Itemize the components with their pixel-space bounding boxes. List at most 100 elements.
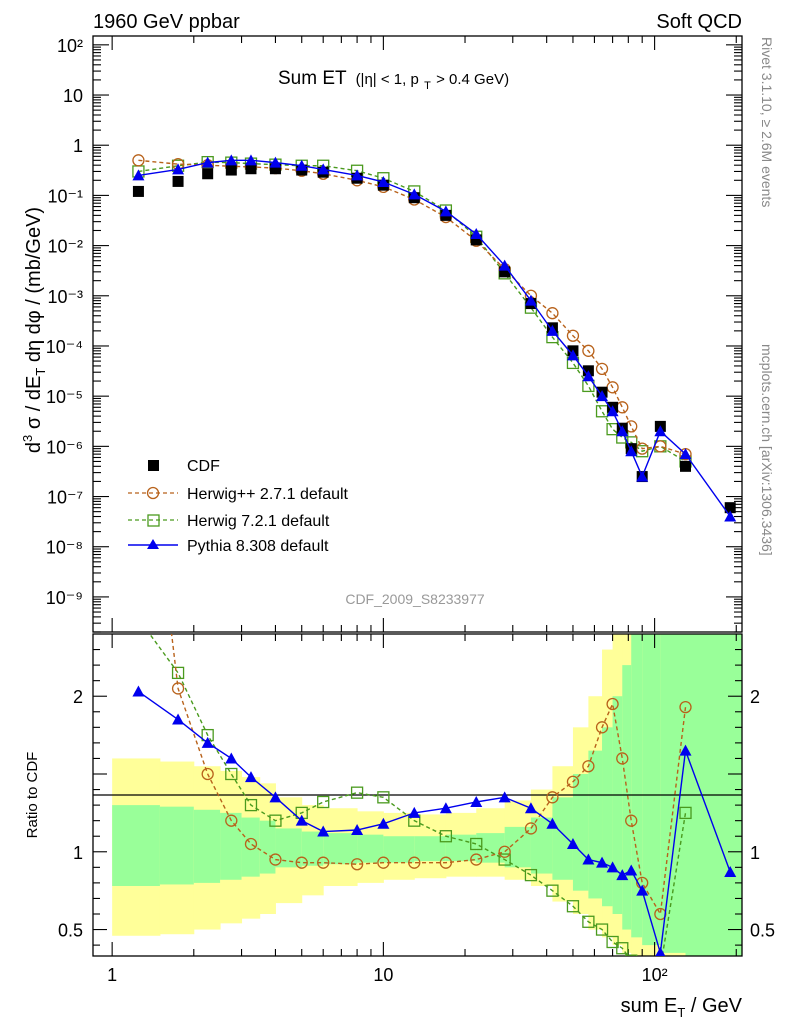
main-point-pythia-8-308-default — [225, 154, 238, 166]
main-point-cdf — [680, 460, 692, 472]
band-green-bin — [631, 634, 643, 938]
y-tick-label-main: 10⁻³ — [47, 287, 83, 307]
main-point-cdf — [245, 163, 257, 175]
band-green-bin — [530, 817, 553, 874]
ratio-point-herwig-2-7-1-default — [625, 814, 638, 827]
x-axis-label: sum ET / GeV — [621, 995, 743, 1020]
ratio-point-pythia-8-308-default — [498, 791, 511, 803]
main-point-pythia-8-308-default — [546, 324, 559, 336]
y-tick-label-main: 10⁻⁴ — [46, 337, 83, 357]
main-point-pythia-8-308-default — [351, 169, 364, 181]
legend-entry-herwig7: Herwig 7.2.1 default — [128, 513, 330, 530]
main-point-cdf — [269, 163, 281, 175]
y-tick-label-main: 10⁻⁶ — [46, 437, 83, 457]
legend-label-pythia: Pythia 8.308 default — [187, 538, 329, 555]
ratio-point-herwig-2-7-1-default — [201, 767, 214, 781]
band-green-bin — [414, 836, 447, 862]
process-label: Soft QCD — [656, 11, 742, 33]
y-axis-label-ratio: Ratio to CDF — [24, 752, 41, 839]
ratio-point-pythia-8-308-default — [724, 866, 737, 877]
main-point-cdf — [724, 502, 736, 514]
main-point-pythia-8-308-default — [679, 448, 692, 460]
band-green-bin — [275, 828, 303, 868]
band-green-bin — [504, 826, 532, 868]
band-green-bin — [602, 727, 614, 907]
ratio-point-pythia-8-308-default — [244, 771, 257, 783]
legend-entry-pythia: Pythia 8.308 default — [128, 538, 329, 555]
ratio-point-herwig-2-7-1-default — [679, 700, 692, 714]
main-point-herwig-2-7-1-default — [566, 329, 580, 342]
plot-title-sub-T: T — [424, 80, 431, 92]
x-tick-label: 10 — [373, 965, 393, 985]
ratio-point-herwig-7-2-1-default — [582, 915, 595, 928]
ratio-point-herwig-7-2-1-default — [498, 853, 511, 866]
ratio-point-pythia-8-308-default — [655, 946, 666, 956]
main-point-herwig-2-7-1-default — [595, 362, 609, 376]
main-point-pythia-8-308-default — [439, 205, 452, 217]
main-point-pythia-8-308-default — [724, 510, 737, 522]
ratio-point-pythia-8-308-default — [377, 817, 390, 829]
ratio-point-herwig-7-2-1-default — [524, 868, 538, 882]
y-tick-label-main: 10⁻² — [47, 237, 83, 257]
main-line-pythia-8-308-default — [138, 159, 731, 517]
main-point-herwig-2-7-1-default — [616, 401, 629, 414]
axis-ticks — [93, 36, 742, 956]
main-point-pythia-8-308-default — [566, 349, 579, 361]
legend-entry-herwig-pp: Herwig++ 2.7.1 default — [128, 486, 349, 503]
main-point-cdf — [172, 175, 184, 187]
energy-label: 1960 GeV ppbar — [93, 11, 240, 33]
main-series-cdf — [132, 163, 736, 514]
y-tick-label-ratio-left: 2 — [73, 687, 83, 707]
main-point-pythia-8-308-default — [132, 169, 145, 181]
main-point-pythia-8-308-default — [295, 159, 308, 171]
ratio-point-herwig-2-7-1-default — [595, 721, 609, 734]
ratio-point-herwig-2-7-1-default — [546, 791, 559, 804]
main-point-pythia-8-308-default — [172, 163, 185, 175]
axis-tick-labels: 1 10 10² 10² 10 1 10⁻¹ 10⁻² 10⁻³ 10⁻⁴ 10⁻⁵ 10⁻⁶ 10⁻⁷… — [46, 36, 775, 985]
legend: CDF Herwig++ 2.7.1 default Herwig 7.2.1 … — [128, 458, 349, 555]
ratio-point-herwig-7-2-1-default — [595, 923, 609, 936]
ratio-point-pythia-8-308-default — [295, 814, 308, 826]
y-tick-label-main: 10⁻⁹ — [46, 588, 83, 608]
y-tick-label-ratio-left: 0.5 — [58, 921, 83, 941]
ratio-line-herwig-7-2-1-default — [148, 634, 687, 956]
ratio-point-herwig-2-7-1-default — [439, 856, 453, 869]
ratio-point-pythia-8-308-default — [269, 791, 282, 803]
main-point-pythia-8-308-default — [470, 228, 483, 240]
band-green-bin — [112, 805, 161, 886]
band-green-bin — [642, 634, 661, 946]
main-point-cdf — [132, 185, 144, 197]
band-green-bin — [193, 809, 221, 883]
band-green-bin — [241, 817, 261, 877]
ratio-point-herwig-2-7-1-default — [269, 853, 282, 866]
ratio-point-herwig-2-7-1-default — [171, 682, 185, 695]
ratio-point-herwig-2-7-1-default — [606, 697, 619, 711]
ratio-point-pythia-8-308-default — [616, 869, 629, 881]
ratio-point-pythia-8-308-default — [524, 802, 537, 814]
ratio-point-herwig-7-2-1-default — [133, 613, 144, 624]
main-plot-series — [132, 154, 737, 522]
ratio-point-herwig-7-2-1-default — [546, 884, 559, 897]
legend-label-herwig-pp: Herwig++ 2.7.1 default — [187, 486, 349, 503]
ratio-point-herwig-2-7-1-default — [377, 856, 390, 869]
y-tick-label-main: 10⁻⁸ — [46, 538, 83, 558]
main-point-pythia-8-308-default — [377, 175, 390, 187]
ratio-point-pythia-8-308-default — [408, 806, 421, 818]
ratio-series-herwig-2-7-1-default — [170, 634, 692, 921]
x-tick-label: 10² — [642, 965, 668, 985]
ratio-point-pythia-8-308-default — [625, 864, 638, 876]
ratio-point-herwig-2-7-1-default — [470, 853, 483, 866]
y-axis-label-main: d3 σ / dET dη dφ / (mb/GeV) — [20, 207, 48, 453]
ratio-point-herwig-7-2-1-default — [171, 666, 185, 680]
y-tick-label-main: 10² — [57, 36, 83, 56]
ratio-point-pythia-8-308-default — [582, 853, 595, 865]
main-series-pythia-8-308-default — [132, 154, 737, 522]
main-point-pythia-8-308-default — [317, 163, 330, 175]
ratio-point-herwig-7-2-1-default — [244, 798, 258, 812]
main-point-pythia-8-308-default — [625, 445, 638, 457]
band-green-bin — [220, 812, 243, 880]
main-point-pythia-8-308-default — [244, 154, 257, 166]
y-tick-label-ratio-right: 2 — [750, 687, 760, 707]
band-green-bin — [572, 774, 589, 891]
